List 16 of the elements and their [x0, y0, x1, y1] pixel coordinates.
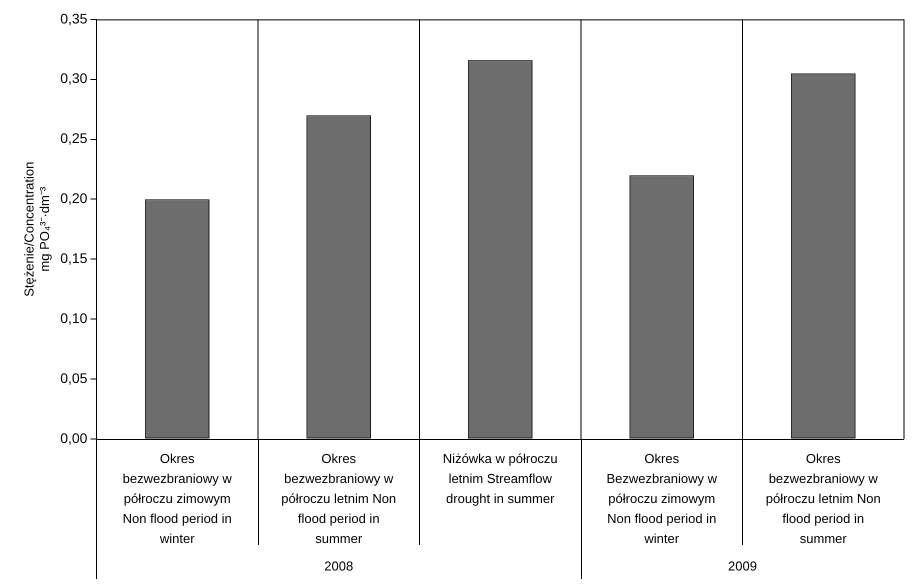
y-tick-label: 0,30	[60, 70, 88, 86]
y-axis-title: Stężenie/Concentration mg PO₄³⁻·dm⁻³	[21, 162, 52, 297]
text: 2009	[728, 558, 757, 574]
y-tick-label: 0,10	[60, 310, 88, 326]
y-tick-label: 0,00	[60, 430, 88, 446]
x-tick-label: Okres Bezwezbraniowy w półroczu zimowym Non flood period in winter	[606, 451, 718, 546]
y-tick-label: 0,20	[60, 190, 88, 206]
y-tick-label: 0,25	[60, 130, 88, 146]
x-tick-label: Okres bezwezbraniowy w półroczu letnim Non flood period in summer	[281, 451, 396, 546]
text: 2008	[324, 558, 354, 574]
x-tick-label: Okres bezwezbraniowy w półroczu zimowym Non flood period in winter	[122, 451, 232, 546]
y-tick-label: 0,15	[60, 250, 88, 266]
x-tick-label: Okres bezwezbraniowy w półroczu letnim Non flood period in summer	[766, 451, 881, 546]
y-tick-label: 0,35	[60, 10, 88, 26]
y-tick-label: 0,05	[60, 370, 88, 386]
x-tick-label: Niżówka w półroczu letnim Streamflow drought in summer	[442, 451, 558, 506]
